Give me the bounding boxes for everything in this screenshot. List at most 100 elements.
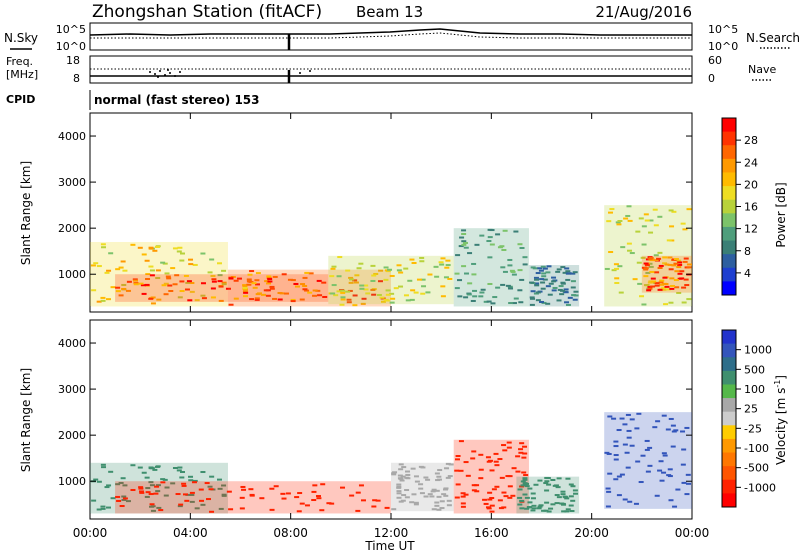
heatmap-cell bbox=[120, 260, 126, 263]
heatmap-cell bbox=[658, 281, 664, 284]
heatmap-cell bbox=[472, 289, 478, 292]
heatmap-cell bbox=[560, 266, 566, 269]
power-colorbar-swatches bbox=[722, 118, 736, 296]
heatmap-cell bbox=[126, 280, 132, 283]
colorbar-swatch bbox=[722, 199, 736, 214]
heatmap-cell bbox=[336, 290, 342, 293]
heatmap-cell bbox=[522, 477, 528, 480]
heatmap-cell bbox=[518, 448, 524, 451]
heatmap-cell bbox=[530, 492, 536, 495]
heatmap-cell bbox=[572, 489, 578, 492]
heatmap-cell bbox=[495, 286, 501, 289]
heatmap-cell bbox=[505, 284, 511, 287]
heatmap-cell bbox=[502, 229, 508, 232]
heatmap-cell bbox=[486, 507, 492, 510]
heatmap-cell bbox=[407, 279, 413, 282]
heatmap-cell bbox=[329, 502, 335, 505]
heatmap-cell bbox=[465, 474, 471, 477]
heatmap-cell bbox=[608, 251, 614, 254]
freq-label-line1: Freq. bbox=[6, 55, 33, 68]
colorbar-swatch bbox=[722, 254, 736, 269]
noise-search-label: N.Search bbox=[746, 31, 800, 45]
freq-label-line2: [MHz] bbox=[6, 68, 38, 81]
heatmap-cell bbox=[629, 252, 635, 255]
heatmap-cell bbox=[686, 208, 692, 211]
heatmap-cell bbox=[285, 492, 291, 495]
heatmap-cell bbox=[290, 279, 296, 282]
heatmap-cell bbox=[184, 499, 190, 502]
heatmap-region-5 bbox=[604, 412, 692, 509]
heatmap-cell bbox=[226, 490, 232, 493]
heatmap-cell bbox=[564, 497, 570, 500]
heatmap-cell bbox=[141, 471, 147, 474]
heatmap-cell bbox=[400, 475, 406, 478]
heatmap-cell bbox=[100, 296, 106, 299]
heatmap-region-4 bbox=[453, 228, 529, 307]
heatmap-cell bbox=[651, 280, 657, 283]
heatmap-cell bbox=[115, 286, 121, 289]
heatmap-cell bbox=[543, 509, 549, 512]
heatmap-cell bbox=[538, 504, 544, 507]
heatmap-cell bbox=[104, 486, 110, 489]
heatmap-cell bbox=[460, 492, 466, 495]
x-tick-label: 20:00 bbox=[574, 526, 609, 540]
heatmap-cell bbox=[302, 288, 308, 291]
heatmap-cell bbox=[542, 278, 548, 281]
heatmap-cell bbox=[613, 263, 619, 266]
heatmap-cell bbox=[434, 489, 440, 492]
heatmap-cell bbox=[242, 285, 248, 288]
heatmap-cell bbox=[460, 495, 466, 498]
heatmap-cell bbox=[540, 265, 546, 268]
heatmap-cell bbox=[461, 243, 467, 246]
heatmap-cell bbox=[242, 286, 248, 289]
noise-sky-label: N.Sky bbox=[4, 31, 38, 45]
heatmap-cell bbox=[340, 289, 346, 292]
heatmap-cell bbox=[405, 477, 411, 480]
heatmap-cell bbox=[209, 258, 215, 261]
heatmap-cell bbox=[254, 298, 260, 301]
heatmap-cell bbox=[609, 208, 615, 211]
heatmap-cell bbox=[648, 265, 654, 268]
power-colorbar-ticks: 28 24 20 16 12 8 4 bbox=[736, 134, 758, 280]
heatmap-cell bbox=[541, 275, 547, 278]
heatmap-cell bbox=[266, 275, 272, 278]
heatmap-cell bbox=[470, 457, 476, 460]
heatmap-cell bbox=[636, 412, 642, 415]
heatmap-cell bbox=[648, 256, 654, 259]
heatmap-cell bbox=[673, 262, 679, 265]
heatmap-cell bbox=[662, 454, 668, 457]
heatmap-cell bbox=[172, 467, 178, 470]
heatmap-cell bbox=[685, 482, 691, 485]
heatmap-cell bbox=[608, 211, 614, 214]
heatmap-cell bbox=[371, 274, 377, 277]
heatmap-cell bbox=[120, 477, 126, 480]
heatmap-cell bbox=[567, 296, 573, 299]
heatmap-cell bbox=[677, 277, 683, 280]
colorbar-tick-label: 100 bbox=[744, 383, 765, 396]
heatmap-cell bbox=[115, 495, 121, 498]
heatmap-cell bbox=[396, 486, 402, 489]
heatmap-cell bbox=[550, 503, 556, 506]
heatmap-cell bbox=[425, 291, 431, 294]
heatmap-cell bbox=[466, 293, 472, 296]
heatmap-cell bbox=[100, 505, 106, 508]
heatmap-cell bbox=[269, 285, 275, 288]
heatmap-cell bbox=[152, 468, 158, 471]
heatmap-cell bbox=[427, 493, 433, 496]
heatmap-cell bbox=[255, 293, 261, 296]
heatmap-cell bbox=[293, 282, 299, 285]
heatmap-cell bbox=[500, 266, 506, 269]
heatmap-cell bbox=[326, 502, 332, 505]
heatmap-cell bbox=[570, 280, 576, 283]
heatmap-cell bbox=[605, 505, 611, 508]
heatmap-cell bbox=[179, 259, 185, 262]
heatmap-cell bbox=[489, 510, 495, 513]
heatmap-cell bbox=[474, 243, 480, 246]
heatmap-cell bbox=[641, 225, 647, 228]
heatmap-cell bbox=[263, 289, 269, 292]
heatmap-cell bbox=[643, 275, 649, 278]
heatmap-cell bbox=[118, 266, 124, 269]
heatmap-cell bbox=[189, 500, 195, 503]
heatmap-cell bbox=[272, 275, 278, 278]
heatmap-cell bbox=[564, 267, 570, 270]
